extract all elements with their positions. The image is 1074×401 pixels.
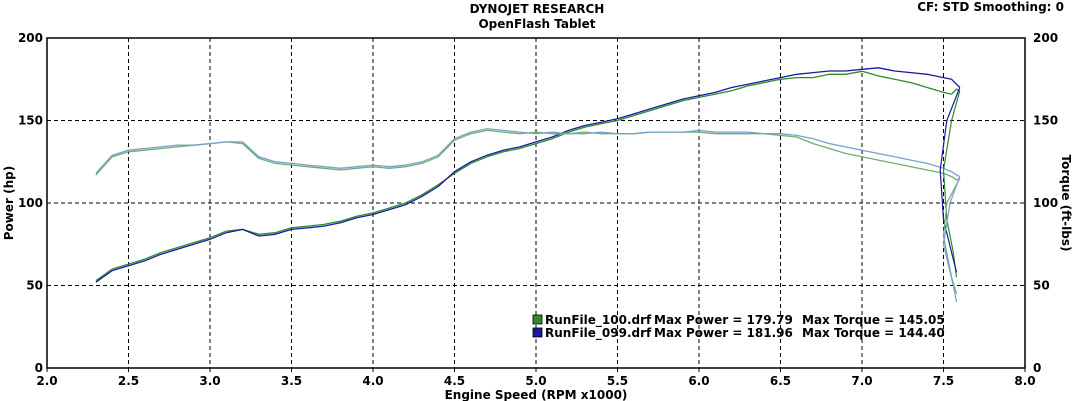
y-right-tick-label-3: 150 <box>1033 114 1058 128</box>
y-left-tick-label-2: 100 <box>18 196 43 210</box>
y-axis-label-left: Power (hp) <box>2 166 16 240</box>
y-axis-label-right: Torque (ft-lbs) <box>1059 155 1073 252</box>
x-tick-label-10: 7.0 <box>851 374 872 388</box>
x-tick-label-6: 5.0 <box>525 374 546 388</box>
y-left-tick-label-3: 150 <box>18 114 43 128</box>
x-tick-label-0: 2.0 <box>36 374 57 388</box>
shutdown-trace-3 <box>942 176 961 303</box>
legend-file-1: RunFile_099.drf <box>545 326 652 341</box>
x-tick-label-4: 4.0 <box>362 374 383 388</box>
shutdown-trace-1 <box>939 87 961 273</box>
correction-factor-info: CF: STD Smoothing: 0 <box>917 0 1064 14</box>
y-right-tick-label-2: 100 <box>1033 196 1058 210</box>
chart-subtitle: OpenFlash Tablet <box>478 17 596 31</box>
x-tick-label-12: 8.0 <box>1014 374 1035 388</box>
x-tick-label-3: 3.5 <box>281 374 302 388</box>
legend-file-0: RunFile_100.drf <box>545 313 652 328</box>
y-left-tick-label-4: 200 <box>18 31 43 45</box>
shutdown-trace-0 <box>942 90 961 278</box>
legend-swatch-1 <box>532 327 543 338</box>
legend-swatch-0 <box>532 314 543 325</box>
series-line-power-1 <box>95 67 961 283</box>
x-tick-label-7: 5.5 <box>607 374 628 388</box>
legend-max-torque-1: Max Torque = 144.40 <box>802 326 945 340</box>
y-right-tick-label-1: 50 <box>1033 279 1050 293</box>
x-tick-label-2: 3.0 <box>199 374 220 388</box>
x-axis-label: Engine Speed (RPM x1000) <box>445 388 628 401</box>
legend-max-power-1: Max Power = 181.96 <box>654 326 793 340</box>
y-left-tick-label-1: 50 <box>26 279 43 293</box>
x-tick-label-8: 6.0 <box>688 374 709 388</box>
y-right-tick-label-0: 0 <box>1033 361 1041 375</box>
legend-max-torque-0: Max Torque = 145.05 <box>802 313 945 327</box>
series-line-torque-3 <box>95 128 961 178</box>
x-tick-label-5: 4.5 <box>444 374 465 388</box>
x-tick-label-1: 2.5 <box>118 374 139 388</box>
legend-max-power-0: Max Power = 179.79 <box>654 313 793 327</box>
chart-title: DYNOJET RESEARCH <box>469 2 605 16</box>
y-left-tick-label-0: 0 <box>35 361 43 375</box>
y-right-tick-label-4: 200 <box>1033 31 1058 45</box>
x-tick-label-11: 7.5 <box>933 374 954 388</box>
x-tick-label-9: 6.5 <box>770 374 791 388</box>
